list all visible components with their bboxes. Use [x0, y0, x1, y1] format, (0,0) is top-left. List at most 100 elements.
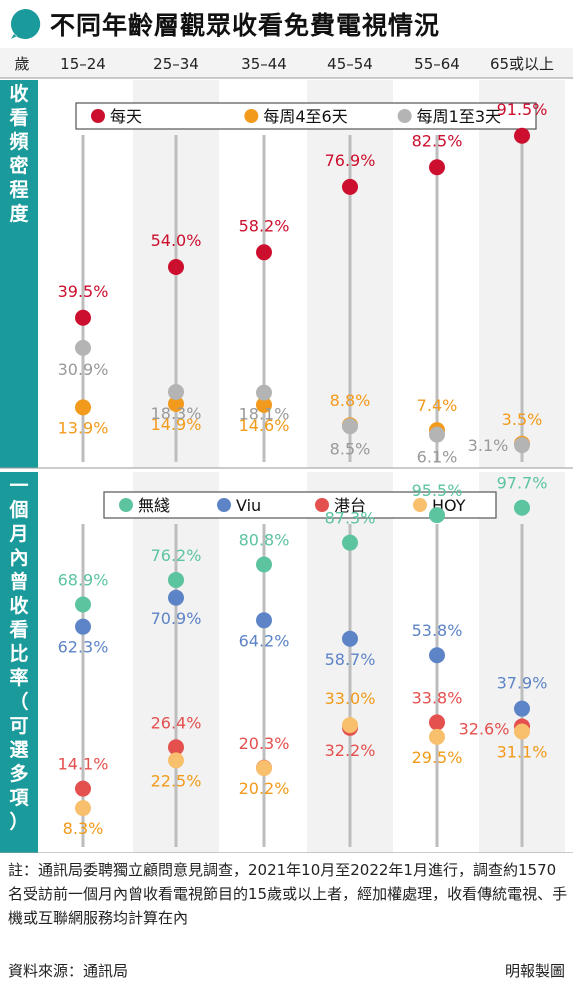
- data-point: [342, 178, 358, 195]
- legend-entry: 港台: [334, 496, 366, 515]
- data-label: 20.3%: [239, 734, 290, 753]
- data-label: 62.3%: [58, 638, 109, 657]
- data-label: 39.5%: [58, 282, 109, 301]
- data-point: [429, 728, 445, 745]
- data-point: [342, 630, 358, 647]
- data-point: [514, 700, 530, 717]
- data-label: 64.2%: [239, 631, 290, 650]
- data-label: 68.9%: [58, 570, 109, 589]
- data-point: [256, 760, 272, 777]
- data-point: [514, 127, 530, 144]
- panel-side-band: [0, 80, 38, 468]
- speech-bubble-icon: [10, 8, 41, 39]
- data-point: [168, 259, 184, 275]
- data-point: [75, 780, 91, 797]
- data-point: [342, 418, 358, 435]
- data-point: [429, 159, 445, 176]
- data-label: 58.2%: [239, 216, 290, 235]
- data-point: [514, 437, 530, 454]
- data-point: [75, 339, 91, 356]
- legend-swatch: [413, 498, 427, 512]
- data-label: 32.2%: [325, 741, 376, 760]
- data-label: 26.4%: [151, 713, 202, 732]
- data-point: [514, 723, 530, 740]
- data-point: [256, 612, 272, 629]
- data-label: 8.5%: [330, 439, 371, 458]
- data-label: 37.9%: [497, 674, 548, 693]
- data-label: 31.1%: [497, 743, 548, 762]
- age-header-label: 歲: [14, 55, 29, 73]
- data-point: [75, 309, 91, 326]
- data-label: 20.2%: [239, 779, 290, 798]
- age-group-label: 15–24: [60, 55, 106, 73]
- legend-swatch: [217, 498, 231, 512]
- data-point: [168, 589, 184, 606]
- age-group-label: 65或以上: [490, 55, 554, 73]
- legend-entry: 每周1至3天: [417, 107, 501, 126]
- age-group-label: 35–44: [241, 55, 287, 73]
- data-point: [75, 399, 91, 416]
- data-point: [256, 244, 272, 261]
- panel-ylabel: 一個月內曾收看比率（可選多項）: [8, 475, 29, 833]
- data-label: 22.5%: [151, 771, 202, 790]
- data-point: [342, 717, 358, 734]
- data-label: 33.0%: [325, 689, 376, 708]
- data-label: 87.3%: [325, 509, 376, 528]
- data-label: 14.1%: [58, 755, 109, 774]
- age-group-label: 25–34: [153, 55, 199, 73]
- data-label: 53.8%: [412, 621, 463, 640]
- data-point: [342, 534, 358, 551]
- data-label: 7.4%: [417, 396, 458, 415]
- source-note: 資料來源：通訊局: [8, 962, 129, 980]
- data-point: [168, 383, 184, 400]
- data-label: 8.3%: [63, 819, 104, 838]
- data-label: 91.5%: [497, 100, 548, 119]
- data-label: 80.8%: [239, 531, 290, 550]
- age-header-bg: [0, 48, 573, 78]
- age-group-label: 45–54: [327, 55, 373, 73]
- data-point: [75, 800, 91, 817]
- data-label: 82.5%: [412, 131, 463, 150]
- legend-entry: 每周4至6天: [263, 107, 347, 126]
- data-point: [429, 507, 445, 524]
- data-label: 14.9%: [151, 415, 202, 434]
- data-label: 58.7%: [325, 650, 376, 669]
- data-point: [514, 499, 530, 516]
- legend-swatch: [244, 109, 259, 123]
- panel-side-band: [0, 472, 38, 853]
- data-label: 70.9%: [151, 609, 202, 628]
- chart-title: 不同年齡層觀眾收看免費電視情況: [50, 11, 441, 40]
- legend-entry: 每天: [110, 107, 142, 126]
- data-label: 30.9%: [58, 360, 109, 379]
- data-label: 76.9%: [325, 151, 376, 170]
- legend-swatch: [119, 498, 133, 512]
- data-label: 3.1%: [468, 436, 509, 455]
- legend-swatch: [397, 109, 412, 123]
- data-point: [256, 396, 272, 413]
- legend-box: [75, 102, 537, 130]
- data-point: [429, 714, 445, 731]
- data-label: 3.5%: [502, 410, 543, 429]
- data-point: [429, 426, 445, 443]
- data-point: [168, 752, 184, 769]
- data-point: [168, 739, 184, 756]
- data-label: 95.5%: [412, 481, 463, 500]
- data-point: [168, 395, 184, 412]
- legend-swatch: [91, 109, 105, 123]
- data-point: [75, 596, 91, 613]
- data-point: [429, 647, 445, 664]
- legend-entry: Viu: [236, 496, 261, 515]
- data-label: 18.1%: [239, 405, 290, 424]
- data-label: 97.7%: [497, 474, 548, 493]
- panel-ylabel: 收看頻密程度: [8, 82, 29, 225]
- data-label: 8.8%: [330, 391, 371, 410]
- data-label: 54.0%: [151, 231, 202, 250]
- data-label: 32.6%: [459, 719, 510, 738]
- legend-swatch: [315, 498, 329, 512]
- data-point: [75, 618, 91, 635]
- data-label: 6.1%: [417, 448, 458, 467]
- data-label: 13.9%: [58, 418, 109, 437]
- data-label: 14.6%: [239, 416, 290, 435]
- data-label: 33.8%: [412, 688, 463, 707]
